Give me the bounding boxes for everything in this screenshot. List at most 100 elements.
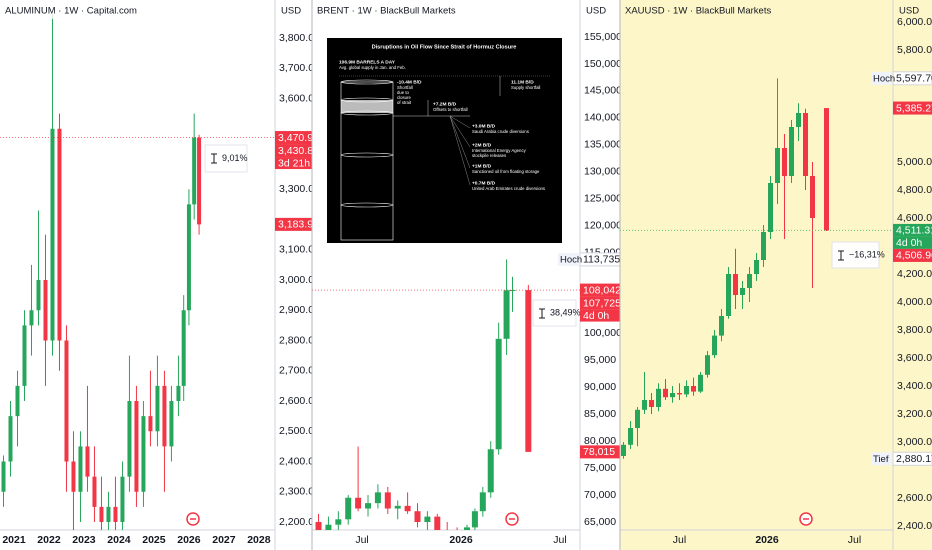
candle-body (789, 126, 794, 176)
x-tick-label: 2026 (177, 534, 201, 546)
y-tick-label: 4,200.0 (897, 268, 932, 280)
inset-text: Supply shortfall (511, 85, 540, 90)
inset-bg (327, 38, 562, 243)
inset-text: Offsets to shortfall (433, 107, 468, 112)
inset-text: Sanctioned oil from floating storage (472, 169, 540, 174)
y-tick-label: 2,200.0 (279, 516, 314, 528)
inset-rule (449, 115, 471, 186)
currency: USD (281, 6, 301, 17)
x-tick-label: Jul (848, 534, 861, 546)
y-tick-label: 4,000.0 (897, 296, 932, 308)
price-label-bg (893, 248, 932, 262)
measure-box (204, 144, 248, 173)
y-tick-label: 145,000 (584, 85, 622, 97)
price-label: 4,511.31 (896, 225, 932, 237)
candle-body (176, 385, 181, 402)
inset-barrel (340, 110, 394, 116)
inset-text: stockpile releases (472, 153, 506, 158)
x-tick-label: Jul (553, 534, 566, 546)
candle-body (471, 511, 478, 528)
y-tick-label: 3,000.0 (897, 436, 932, 448)
measure-label: 38,49% (550, 307, 581, 317)
y-tick-label: 5,000.0 (897, 156, 932, 168)
candle-body (29, 310, 34, 326)
inset-text: 106.9M BARRELS A DAY (339, 59, 396, 65)
y-tick-label: 135,000 (584, 139, 622, 151)
candle-body (463, 527, 470, 530)
candle-body (782, 147, 787, 176)
price-label: 5,385.27 (896, 102, 932, 114)
candle-body (434, 516, 441, 530)
y-tick-label: 100,000 (584, 327, 622, 339)
candle-body (169, 401, 174, 447)
inset-text: +2M B/D (472, 142, 492, 148)
candle-body (43, 280, 48, 341)
measure-label: 9,01% (222, 153, 248, 163)
candle-body (635, 409, 640, 428)
y-tick-label: 125,000 (584, 193, 622, 205)
candle-body (92, 476, 97, 507)
flag-bg (871, 71, 892, 85)
y-tick-label: 140,000 (584, 112, 622, 124)
candle-body (705, 355, 710, 375)
candle-body (155, 385, 160, 432)
inset-text: closure (397, 95, 411, 100)
y-tick-label: 3,300.0 (279, 183, 314, 195)
candle-body (325, 524, 332, 530)
candle-body (134, 401, 139, 492)
candle-body (726, 273, 731, 316)
candle-body (374, 492, 381, 504)
candle-body (824, 108, 829, 231)
price-label: 3,430.8 (278, 145, 313, 157)
inset: Disruptions in Oil Flow Since Strait of … (327, 38, 562, 243)
candle-body (768, 182, 773, 232)
y-tick-label: 2,400.0 (897, 520, 932, 532)
flag-label: Tief (873, 454, 889, 465)
candle-body (148, 416, 153, 432)
inset-title: Disruptions in Oil Flow Since Strait of … (372, 44, 517, 50)
inset-barrel (340, 97, 394, 103)
inset-barrel (340, 79, 394, 85)
y-tick-label: 2,300.0 (279, 486, 314, 498)
inset-text: due to (397, 90, 410, 95)
candle-body (509, 290, 516, 292)
candle-body (656, 388, 661, 407)
y-tick-label: 2,900.0 (279, 304, 314, 316)
candle-body (192, 137, 197, 205)
title-bg (314, 3, 464, 19)
candle-body (78, 446, 83, 492)
price-label-bg (275, 144, 312, 158)
y-tick-label: 90,000 (584, 381, 616, 393)
y-tick-label: 2,700.0 (279, 365, 314, 377)
candle-body (712, 335, 717, 356)
y-tick-label: 3,700.0 (279, 62, 314, 74)
candle-body (747, 273, 752, 288)
candle-body (404, 505, 411, 512)
candle-body (127, 401, 132, 477)
measure-label: −16,31% (849, 249, 885, 259)
candle-body (642, 399, 647, 410)
inset-text: +7.2M B/D (433, 101, 457, 107)
y-tick-label: 3,200.0 (897, 408, 932, 420)
chart-title: ALUMINUM · 1W · Capital.com (5, 6, 137, 17)
candle-body (719, 315, 724, 336)
countdown: 3d 21h (278, 157, 310, 169)
y-tick-label: 150,000 (584, 58, 622, 70)
inset-text: Saudi Arabia crude diversions (472, 129, 529, 134)
candle-body (803, 112, 808, 176)
y-tick-label: 95,000 (584, 354, 616, 366)
candle-body (414, 511, 421, 522)
price-label: 2,880.17 (896, 453, 932, 465)
candle-body (1, 461, 6, 492)
candle-body (8, 416, 13, 462)
inset-text: +3.0M B/D (472, 123, 496, 129)
x-tick-label: Jul (673, 534, 686, 546)
candle-body (384, 492, 391, 509)
candles (621, 78, 829, 459)
y-tick-label: 2,600.0 (897, 492, 932, 504)
countdown-bg (275, 157, 312, 170)
candle-body (677, 392, 682, 395)
y-tick-label: 80,000 (584, 435, 616, 447)
y-tick-label: 155,000 (584, 31, 622, 43)
inset-text: Shortfall (397, 85, 413, 90)
